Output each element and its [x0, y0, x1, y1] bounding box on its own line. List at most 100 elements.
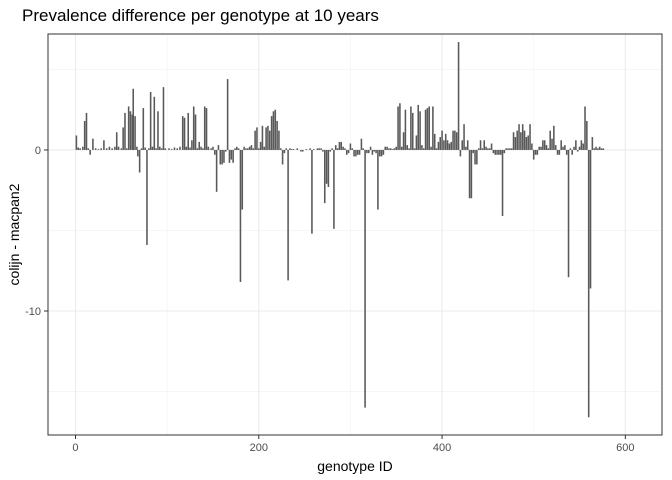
bar: [192, 106, 195, 150]
bar: [327, 149, 330, 187]
bar: [148, 148, 150, 150]
bar: [413, 148, 416, 150]
bar: [237, 148, 240, 150]
bar: [362, 148, 365, 150]
bar: [476, 149, 478, 165]
bar: [360, 138, 363, 150]
bar: [115, 132, 118, 150]
bar: [375, 149, 377, 154]
bar: [122, 127, 124, 150]
x-tick-label: 0: [72, 442, 78, 454]
bar: [444, 133, 447, 150]
bar: [202, 148, 204, 150]
bar: [487, 148, 489, 150]
bar: [347, 149, 350, 154]
bar: [338, 141, 341, 150]
bar: [296, 148, 299, 150]
bar: [472, 149, 474, 154]
bar: [124, 112, 126, 150]
bar: [322, 149, 324, 152]
tick-labels: 0 200 400 600 0 -10: [25, 145, 634, 454]
bar: [424, 109, 427, 150]
bar: [459, 149, 462, 157]
bar: [457, 42, 460, 150]
bar: [149, 91, 152, 150]
panel-border: [47, 33, 663, 436]
bar: [455, 132, 458, 150]
bar: [433, 133, 436, 150]
bar: [263, 146, 266, 150]
bar: [509, 148, 511, 150]
bar: [399, 103, 401, 150]
bar: [567, 149, 570, 278]
bar: [380, 149, 383, 157]
bar: [247, 148, 249, 150]
bar: [111, 148, 113, 150]
bar: [329, 149, 332, 152]
axis-ticks: [44, 149, 626, 439]
bar: [189, 147, 191, 150]
bar: [127, 106, 130, 150]
bar: [254, 130, 256, 150]
bar: [270, 116, 273, 150]
bar: [312, 149, 315, 150]
bar: [287, 149, 289, 281]
y-tick-label: -10: [25, 306, 41, 318]
bar: [569, 148, 572, 150]
bar: [402, 132, 405, 150]
bar: [333, 149, 335, 229]
bar: [316, 148, 319, 150]
bar: [439, 137, 442, 150]
bar: [602, 148, 605, 150]
bar: [89, 149, 91, 155]
bar: [144, 147, 146, 150]
bar: [498, 149, 500, 155]
bar: [437, 141, 440, 150]
bar: [92, 138, 94, 150]
bar: [153, 96, 156, 150]
bar: [578, 146, 581, 150]
bar: [481, 148, 484, 150]
x-tick-label: 200: [250, 442, 268, 454]
bar: [185, 146, 188, 150]
bar: [377, 149, 379, 210]
bar: [488, 148, 491, 150]
bar: [369, 146, 372, 150]
bar: [600, 148, 603, 150]
bar: [344, 148, 346, 150]
bar: [345, 149, 348, 155]
major-gridlines: [48, 34, 662, 435]
bar: [597, 148, 599, 150]
bar: [355, 149, 357, 157]
bar: [207, 146, 210, 150]
bar: [388, 148, 390, 150]
bar: [477, 148, 480, 150]
bar: [200, 146, 202, 150]
bar: [194, 114, 197, 150]
y-axis-title: colijn - macpan2: [6, 183, 22, 285]
bar: [225, 149, 227, 152]
bar: [159, 146, 161, 150]
bar: [259, 141, 262, 150]
bar: [151, 146, 154, 150]
bar: [410, 106, 412, 150]
bar: [155, 148, 157, 150]
bar: [120, 148, 123, 150]
bar: [114, 146, 116, 150]
bar: [272, 111, 275, 150]
bar: [419, 111, 421, 150]
bar: [281, 149, 284, 165]
bar: [582, 143, 584, 150]
bar: [239, 149, 242, 283]
bar: [210, 148, 212, 150]
bar: [421, 145, 423, 150]
x-tick-label: 400: [433, 442, 451, 454]
bar: [196, 148, 199, 150]
bar: [558, 149, 561, 155]
bar: [531, 143, 533, 150]
bar: [131, 114, 134, 150]
y-tick-label: 0: [35, 145, 41, 157]
bar: [187, 112, 189, 150]
bar: [183, 117, 186, 150]
